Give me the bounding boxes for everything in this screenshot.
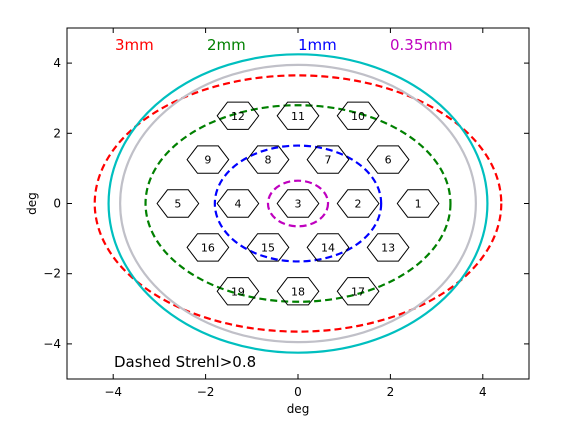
legend-0-35mm: 0.35mm [390, 36, 453, 54]
hexagon-2 [336, 189, 380, 218]
hexagon-14 [306, 233, 350, 262]
hexagon-10 [336, 101, 380, 130]
hexagon-7 [306, 145, 350, 174]
y-tick-label: 0 [53, 197, 61, 211]
hexagon-8 [246, 145, 290, 174]
x-tick-label: −4 [104, 385, 122, 399]
hexagon-label-7: 7 [325, 154, 332, 167]
ellipse-1mm [213, 144, 383, 263]
hexagon-label-10: 10 [351, 110, 365, 123]
tick-layer: −4 −2 0 2 4 −4 −2 0 2 4 [43, 28, 529, 399]
hexagon-19 [216, 277, 260, 306]
y-tick-label: −4 [43, 337, 61, 351]
hexagon-label-19: 19 [231, 285, 245, 298]
hexagon-label-18: 18 [291, 285, 305, 298]
hexagon-12 [216, 101, 260, 130]
hexagon-label-2: 2 [355, 198, 362, 211]
strehl-annotation: Dashed Strehl>0.8 [114, 353, 256, 371]
hexagon-label-12: 12 [231, 110, 245, 123]
ellipse-0-35mm [266, 179, 330, 228]
hexagon-label-13: 13 [381, 241, 395, 254]
hexagon-label-5: 5 [174, 198, 181, 211]
y-tick-label: 2 [53, 126, 61, 140]
hexagon-11 [276, 101, 320, 130]
hexagon-label-1: 1 [415, 198, 422, 211]
hexagon-9 [186, 145, 230, 174]
y-tick-label: −2 [43, 267, 61, 281]
hexagon-16 [186, 233, 230, 262]
x-axis-label: deg [287, 402, 310, 416]
hexagon-label-17: 17 [351, 285, 365, 298]
hexagon-label-14: 14 [321, 241, 335, 254]
hexagon-label-16: 16 [201, 241, 215, 254]
hexagon-18 [276, 277, 320, 306]
hexagon-label-11: 11 [291, 110, 305, 123]
hexagon-label-8: 8 [264, 154, 271, 167]
legend-1mm: 1mm [298, 36, 337, 54]
hexagon-label-9: 9 [204, 154, 211, 167]
ellipse-2mm [144, 104, 452, 303]
hexagon-label-3: 3 [295, 198, 302, 211]
y-tick-label: 4 [53, 56, 61, 70]
ellipse-layer [93, 53, 503, 354]
x-tick-label: 4 [479, 385, 487, 399]
hexagon-15 [246, 233, 290, 262]
hexagon-3 [276, 189, 320, 218]
hexagon-5 [156, 189, 200, 218]
ellipse-3mm [93, 74, 503, 333]
hexagon-4 [216, 189, 260, 218]
legend-3mm: 3mm [115, 36, 154, 54]
x-tick-label: −2 [197, 385, 215, 399]
ellipse-outer-cyan [107, 53, 489, 354]
y-axis-label: deg [25, 192, 39, 215]
hexagon-17 [336, 277, 380, 306]
hexagon-13 [366, 233, 410, 262]
hexagon-6 [366, 145, 410, 174]
x-tick-label: 2 [387, 385, 395, 399]
hexagon-label-15: 15 [261, 241, 275, 254]
hexagon-1 [396, 189, 440, 218]
legend-2mm: 2mm [207, 36, 246, 54]
hexagon-label-4: 4 [234, 198, 241, 211]
x-tick-label: 0 [294, 385, 302, 399]
ellipse-inner-gray [119, 63, 477, 344]
hexagon-label-6: 6 [385, 154, 392, 167]
